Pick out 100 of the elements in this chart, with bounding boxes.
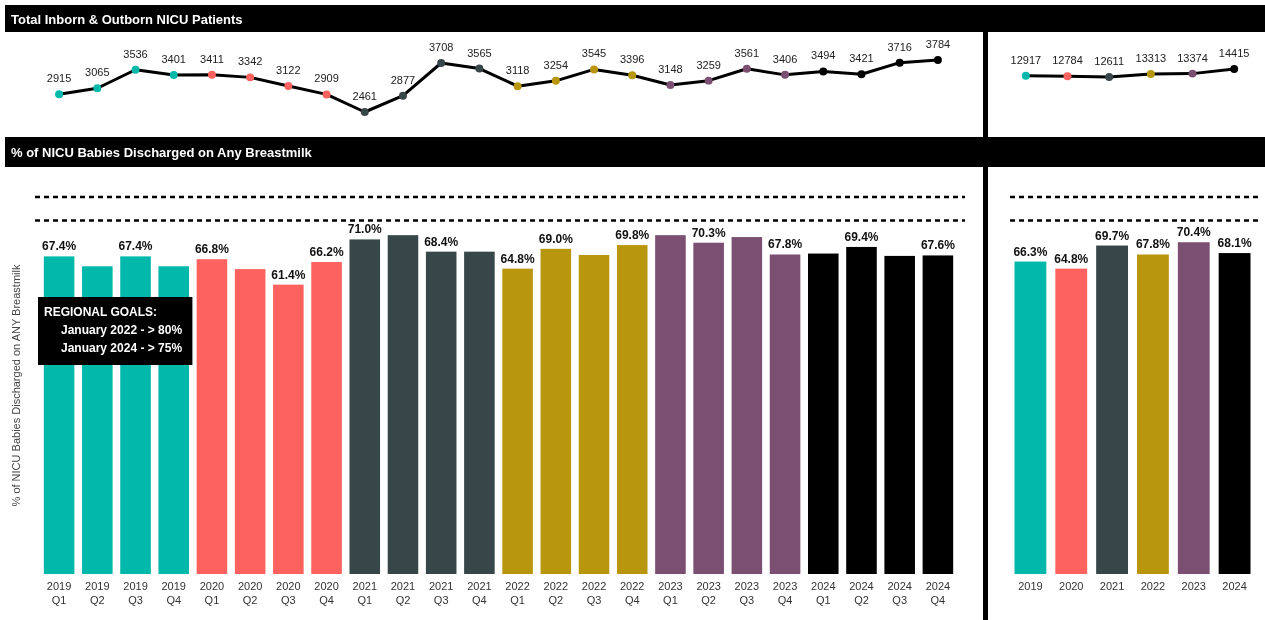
bar	[1055, 268, 1088, 574]
data-label: 3421	[849, 52, 874, 65]
x-tick-label: 2022 Q4	[619, 580, 645, 606]
bar	[922, 255, 954, 574]
data-label: 69.4%	[844, 229, 879, 244]
point	[590, 65, 599, 74]
data-label: 2461	[352, 90, 378, 102]
point	[360, 108, 369, 116]
bar	[502, 268, 533, 574]
point	[666, 81, 675, 89]
point	[246, 73, 255, 82]
data-label: 3122	[276, 64, 301, 77]
data-label: 2915	[46, 72, 72, 85]
data-label: 67.6%	[920, 238, 956, 253]
x-tick-label: 2023 Q4	[772, 580, 798, 606]
bar	[349, 239, 381, 574]
point	[284, 82, 293, 90]
data-label: 69.8%	[615, 228, 650, 243]
point	[55, 90, 64, 99]
point	[857, 70, 866, 79]
x-tick-label: 2024 Q2	[849, 580, 874, 606]
data-label: 68.1%	[1217, 236, 1252, 251]
bar	[425, 251, 457, 574]
x-tick-label: 2024	[1222, 580, 1247, 593]
data-label: 13374	[1177, 51, 1208, 64]
data-label: 3411	[200, 52, 224, 65]
x-tick-label: 2019 Q3	[123, 580, 148, 606]
bar	[769, 254, 801, 574]
x-tick-label: 2023 Q3	[734, 580, 760, 606]
x-tick-label: 2020 Q2	[237, 580, 263, 606]
data-label: 67.8%	[768, 237, 803, 252]
bar	[234, 269, 266, 574]
point	[895, 58, 904, 67]
x-tick-label: 2020 Q3	[276, 580, 301, 606]
bar	[1136, 254, 1169, 574]
x-tick-label: 2022 Q2	[543, 580, 569, 606]
point	[475, 64, 484, 73]
data-label: 3708	[428, 40, 454, 53]
data-label: 3401	[161, 53, 186, 66]
bar	[578, 254, 610, 574]
data-label: 71.0%	[347, 222, 383, 237]
x-tick-label: 2021 Q4	[467, 580, 492, 606]
data-label: 3536	[123, 47, 148, 60]
bar	[311, 262, 342, 574]
point	[742, 64, 751, 73]
bar	[693, 242, 724, 574]
data-label: 69.7%	[1095, 228, 1130, 243]
bar	[1177, 242, 1210, 574]
x-tick-label: 2020 Q4	[314, 580, 339, 606]
chart-title: Total Inborn & Outborn NICU Patients	[11, 11, 243, 27]
data-label: 70.4%	[1176, 225, 1212, 240]
point	[169, 71, 178, 80]
point	[704, 76, 713, 85]
point	[933, 56, 942, 64]
point	[398, 91, 407, 100]
point	[437, 59, 446, 67]
data-label: 3342	[237, 55, 263, 68]
annotation: REGIONAL GOALS: January 2022 - > 80% January 2024 - > 75%	[44, 305, 183, 355]
point	[1146, 69, 1155, 78]
bar	[540, 248, 572, 574]
x-tick-label: 2023	[1181, 580, 1206, 593]
x-tick-label: 2021	[1099, 580, 1125, 593]
point	[1063, 72, 1072, 81]
x-tick-label: 2024 Q1	[811, 580, 836, 606]
data-label: 66.3%	[1013, 244, 1048, 259]
data-label: 3396	[619, 53, 645, 66]
data-label: 68.4%	[424, 234, 459, 249]
point	[551, 76, 560, 85]
bar	[807, 253, 839, 574]
data-label: 67.8%	[1135, 237, 1171, 252]
point	[131, 65, 140, 74]
x-tick-label: 2022 Q1	[505, 580, 530, 606]
data-label: 12784	[1052, 54, 1083, 67]
bar	[196, 259, 228, 574]
data-label: 64.8%	[1054, 251, 1089, 266]
bar	[655, 235, 686, 574]
x-tick-label: 2020 Q1	[199, 580, 225, 606]
point	[322, 90, 331, 99]
data-label: 3545	[581, 47, 607, 60]
bar	[273, 284, 304, 574]
data-label: 3259	[696, 58, 721, 71]
x-tick-label: 2020	[1059, 580, 1084, 593]
x-tick-label: 2023 Q1	[658, 580, 683, 606]
data-label: 67.4%	[42, 239, 77, 254]
x-tick-label: 2019	[1018, 580, 1043, 593]
point	[628, 71, 637, 80]
x-tick-label: 2023 Q2	[696, 580, 721, 606]
data-label: 66.2%	[309, 245, 344, 260]
data-label: 3784	[925, 38, 951, 50]
data-label: 70.3%	[691, 225, 726, 240]
data-label: 61.4%	[271, 267, 306, 282]
y-axis-title: % of NICU Babies Discharged on ANY Breastmilk	[10, 264, 22, 507]
data-label: 2877	[390, 73, 416, 86]
point	[207, 70, 216, 79]
data-label: 14415	[1218, 47, 1250, 59]
point	[513, 82, 522, 91]
data-label: 3406	[772, 52, 798, 65]
x-tick-label: 2022	[1140, 580, 1166, 593]
chart-title: % of NICU Babies Discharged on Any Breastmilk	[11, 145, 313, 160]
x-tick-label: 2021 Q3	[428, 580, 454, 606]
